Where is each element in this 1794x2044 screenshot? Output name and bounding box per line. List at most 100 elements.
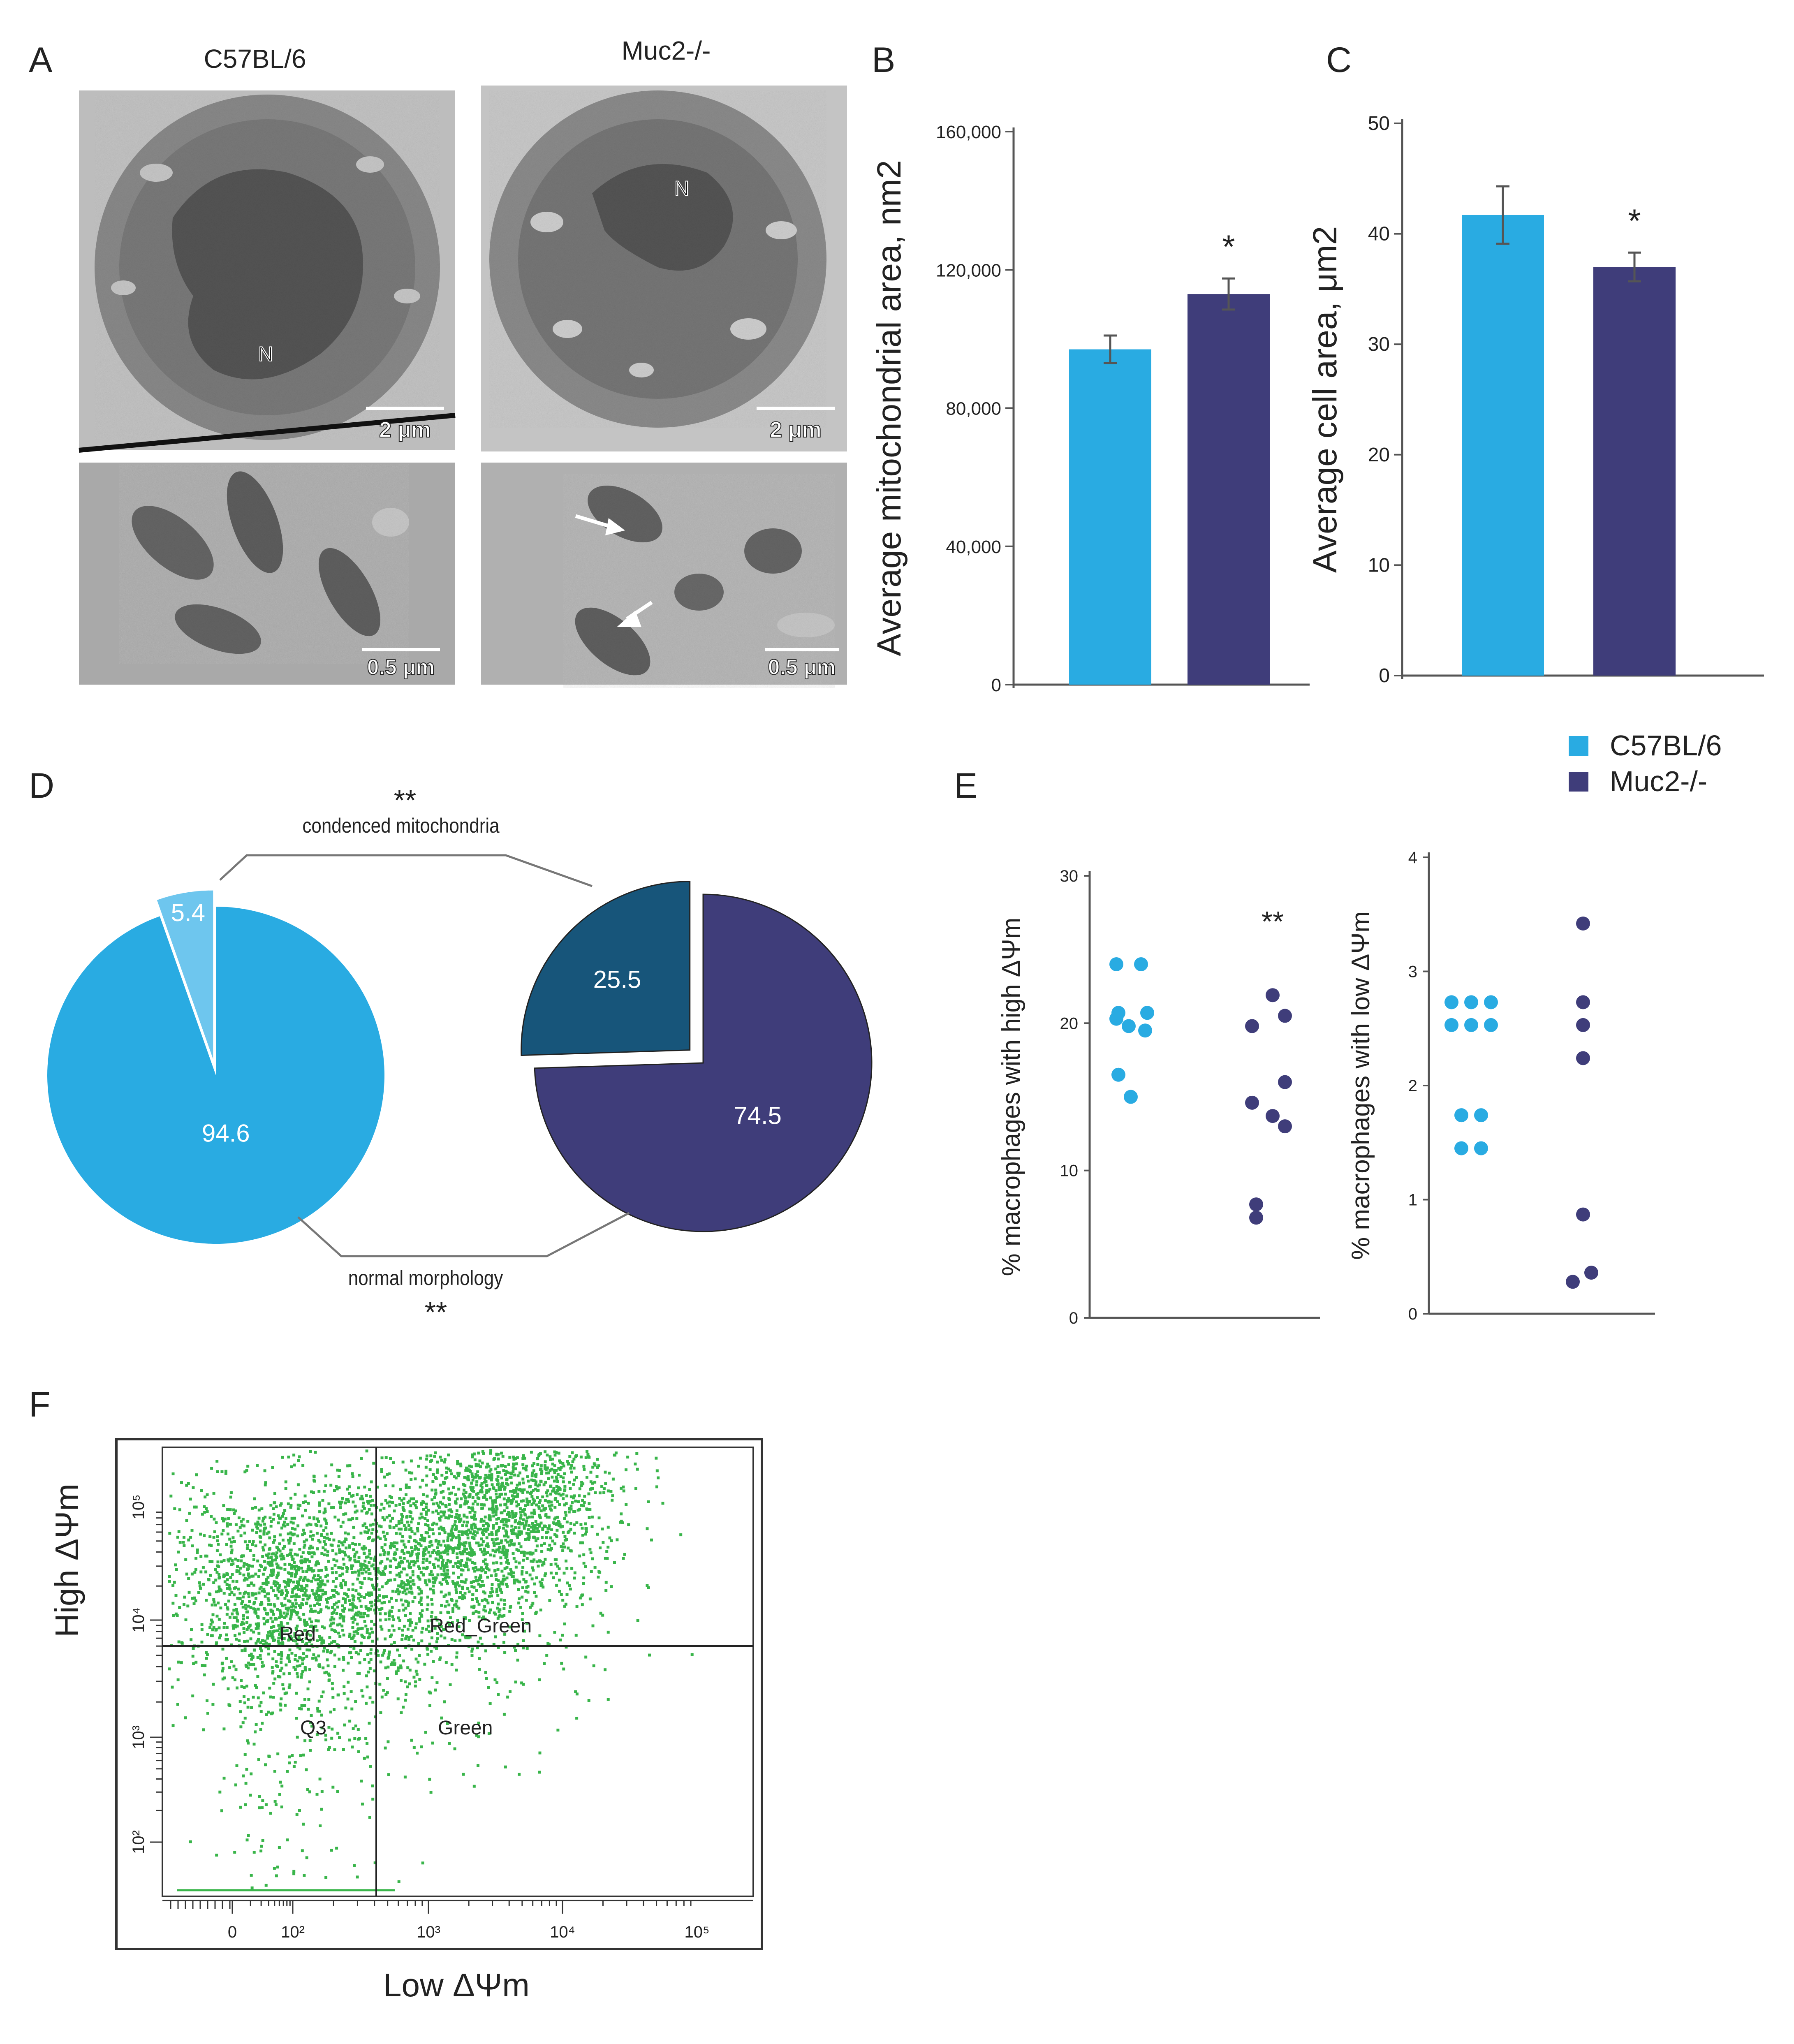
flow-event xyxy=(447,1516,450,1520)
flow-event xyxy=(306,1788,309,1791)
flow-event xyxy=(189,1840,192,1843)
flow-event xyxy=(306,1623,309,1626)
flow-event xyxy=(325,1605,328,1609)
flow-event xyxy=(437,1542,440,1546)
flow-event xyxy=(458,1562,462,1565)
flow-event xyxy=(369,1765,372,1768)
flow-event xyxy=(541,1528,544,1531)
flow-event xyxy=(238,1525,242,1529)
flow-event xyxy=(265,1583,269,1586)
flow-event xyxy=(514,1565,518,1569)
flow-event xyxy=(340,1624,344,1627)
flow-event xyxy=(488,1507,491,1511)
flow-event xyxy=(387,1656,390,1659)
flow-event xyxy=(400,1521,403,1524)
flow-event xyxy=(586,1508,589,1511)
flow-event xyxy=(545,1531,548,1534)
flow-event xyxy=(317,1539,320,1542)
flow-event xyxy=(463,1592,467,1595)
flow-event xyxy=(591,1465,595,1469)
flow-event xyxy=(267,1653,271,1656)
flow-event xyxy=(461,1633,464,1637)
flow-event xyxy=(424,1546,428,1549)
flow-event xyxy=(495,1478,498,1481)
flow-event xyxy=(271,1573,275,1576)
flow-event xyxy=(530,1451,533,1454)
flow-event xyxy=(510,1524,514,1528)
flow-event xyxy=(447,1497,451,1500)
flow-event xyxy=(536,1537,539,1540)
flow-event xyxy=(546,1466,549,1470)
flow-event xyxy=(552,1489,556,1493)
flow-event xyxy=(256,1521,259,1524)
flow-event xyxy=(211,1603,214,1606)
flow-event xyxy=(451,1532,454,1535)
flow-event xyxy=(470,1524,474,1528)
flow-event xyxy=(538,1514,541,1517)
flow-event xyxy=(327,1597,330,1600)
flow-event xyxy=(236,1612,239,1616)
flow-event xyxy=(416,1556,419,1559)
flow-event xyxy=(563,1572,566,1575)
flow-event xyxy=(503,1632,507,1636)
flow-event xyxy=(242,1627,245,1630)
flow-event xyxy=(503,1567,507,1570)
flow-event xyxy=(369,1557,373,1560)
flow-event xyxy=(402,1502,405,1505)
flow-event xyxy=(391,1501,394,1504)
flow-event xyxy=(421,1561,425,1564)
flow-event xyxy=(175,1568,178,1571)
flow-event xyxy=(308,1790,311,1794)
flow-event xyxy=(493,1457,496,1460)
flow-event xyxy=(551,1539,554,1543)
flow-event xyxy=(544,1467,547,1470)
y-axis-label: Average cell area, μm2 xyxy=(1306,226,1344,573)
flow-event xyxy=(290,1613,293,1616)
flow-event xyxy=(465,1466,468,1470)
flow-event xyxy=(488,1477,491,1480)
flow-event xyxy=(544,1450,547,1454)
flow-event xyxy=(464,1542,467,1545)
flow-event xyxy=(548,1524,551,1528)
flow-event xyxy=(307,1551,310,1554)
flow-event xyxy=(470,1551,474,1554)
flow-event xyxy=(425,1510,428,1514)
flow-event xyxy=(497,1548,500,1551)
flow-event xyxy=(498,1546,501,1550)
flow-event xyxy=(452,1572,455,1575)
flow-event xyxy=(523,1630,526,1633)
flow-event xyxy=(478,1657,481,1660)
flow-event xyxy=(262,1532,266,1536)
flow-event xyxy=(451,1547,454,1551)
flow-event xyxy=(472,1580,475,1583)
flow-event xyxy=(481,1450,484,1453)
flow-event xyxy=(527,1528,530,1531)
flow-event xyxy=(371,1499,374,1502)
y-tick-label: 160,000 xyxy=(936,122,1001,142)
flow-event xyxy=(406,1521,409,1524)
flow-event xyxy=(315,1589,319,1593)
flow-event xyxy=(398,1575,402,1578)
flow-event xyxy=(383,1601,386,1604)
flow-event xyxy=(278,1590,281,1593)
flow-event xyxy=(252,1648,256,1652)
legend: C57BL/6 Muc2-/- xyxy=(1569,729,1722,797)
flow-event xyxy=(226,1508,229,1511)
flow-event xyxy=(276,1608,279,1611)
flow-event xyxy=(517,1542,521,1545)
flow-event xyxy=(543,1542,546,1545)
flow-event xyxy=(468,1493,472,1496)
bar-ko xyxy=(1188,294,1270,685)
flow-event xyxy=(275,1505,278,1509)
flow-event xyxy=(316,1547,319,1551)
flow-event xyxy=(352,1525,355,1529)
flow-event xyxy=(476,1600,479,1603)
pie-label: 5.4 xyxy=(171,899,205,926)
flow-event xyxy=(420,1613,423,1617)
flow-event xyxy=(303,1576,307,1579)
flow-event xyxy=(455,1669,458,1672)
flow-event xyxy=(255,1641,258,1645)
flow-event xyxy=(479,1520,483,1523)
flow-event xyxy=(467,1528,470,1532)
flow-event xyxy=(354,1589,358,1593)
